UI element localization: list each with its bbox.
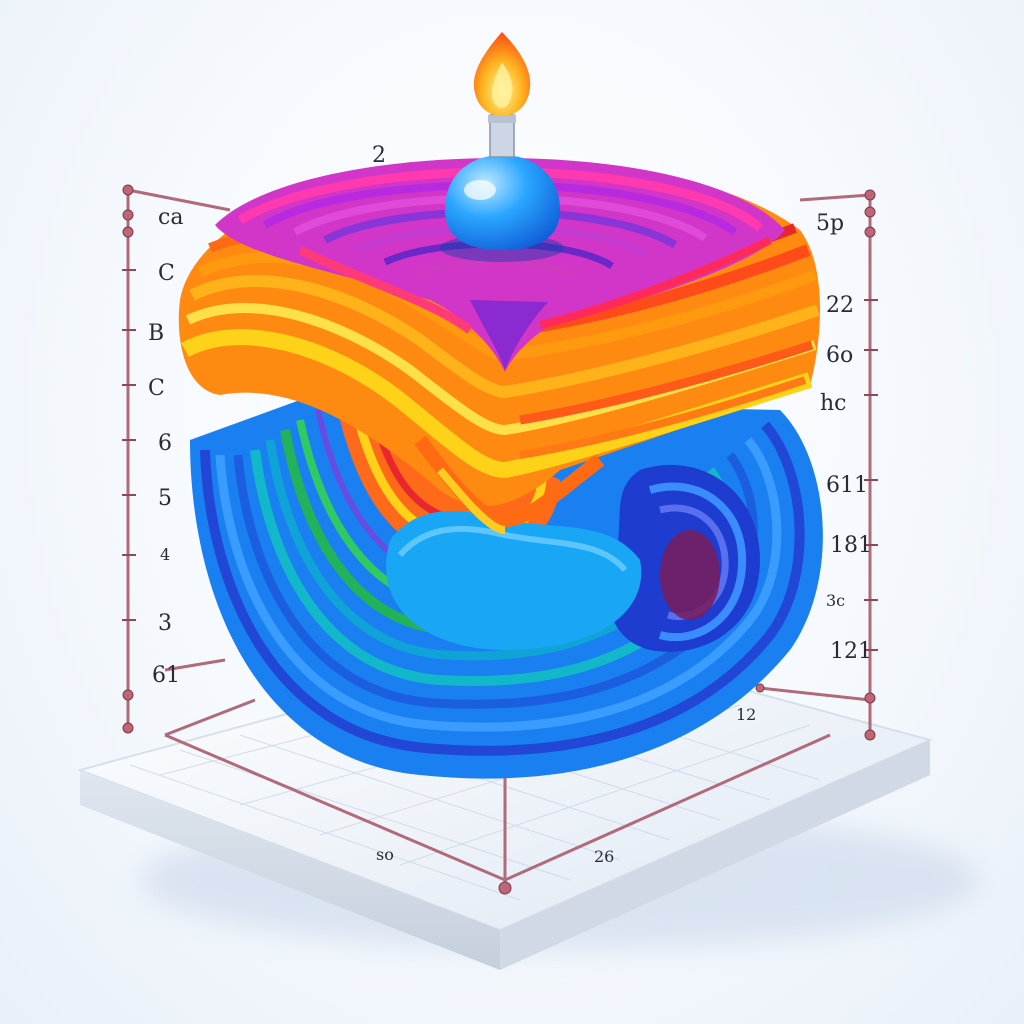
right-label: 5p: [816, 211, 844, 236]
base-label: 26: [594, 847, 614, 866]
left-label: 3: [158, 611, 172, 636]
tick-marks: [122, 269, 878, 651]
left-label: 6: [158, 431, 172, 456]
flame-icon: [473, 32, 531, 116]
right-label: hc: [820, 391, 847, 416]
left-label: C: [148, 376, 165, 401]
left-label: 5: [158, 486, 172, 511]
axis-labels: 2 ca C B C 6 5 4 3 61 5p 22 6o hc 611 18…: [148, 143, 872, 866]
left-label: B: [148, 321, 164, 346]
glass-flask: [440, 114, 564, 262]
right-label: 22: [826, 293, 854, 318]
top-label: 2: [372, 143, 386, 168]
right-label: 6o: [826, 343, 853, 368]
right-label: 181: [830, 533, 872, 558]
right-label: 121: [830, 639, 872, 664]
right-label: 611: [826, 473, 868, 498]
base-label: 12: [736, 705, 756, 724]
left-label: C: [158, 261, 175, 286]
left-label: 4: [160, 545, 170, 564]
right-label: 3c: [826, 591, 845, 610]
base-label: so: [376, 845, 394, 864]
left-label: ca: [158, 205, 183, 230]
left-label: 61: [152, 663, 180, 688]
